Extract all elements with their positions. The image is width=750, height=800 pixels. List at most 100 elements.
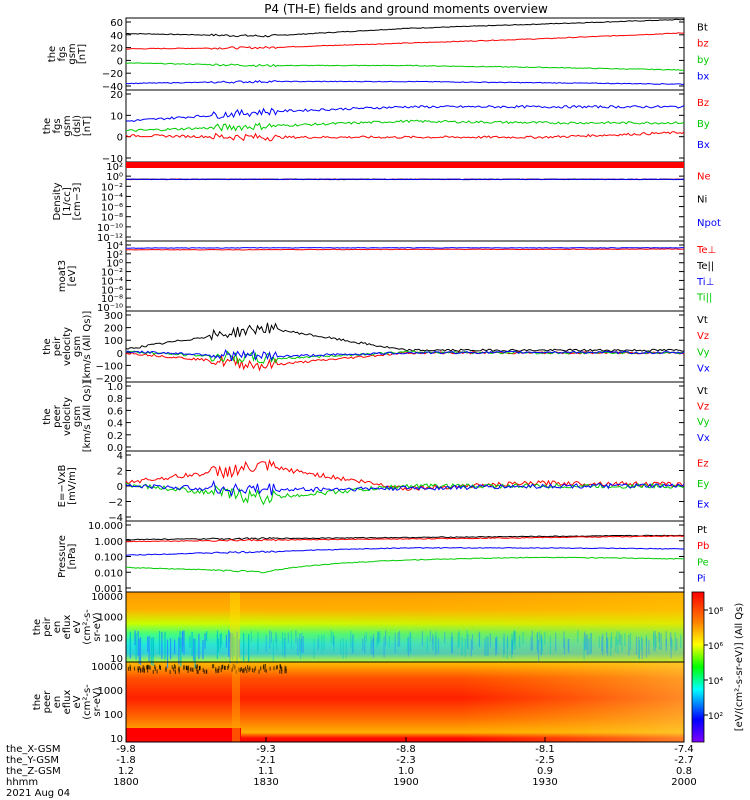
ylabel-efield: E=−VxB bbox=[57, 465, 68, 508]
xaxis-value: -7.4 bbox=[674, 744, 694, 755]
ytick-label: 10⁰ bbox=[106, 259, 123, 270]
ytick-label: 0.8 bbox=[107, 394, 123, 405]
plot-title: P4 (TH-E) fields and ground moments over… bbox=[264, 2, 548, 16]
legend-Te⊥: Te⊥ bbox=[696, 245, 716, 256]
legend-Vx: Vx bbox=[697, 364, 710, 375]
legend-Ne: Ne bbox=[697, 171, 711, 182]
legend-Vy: Vy bbox=[697, 417, 710, 428]
xaxis-value: -2.1 bbox=[256, 755, 276, 766]
ylabel-fgs-dsl: fgs bbox=[52, 118, 63, 133]
xaxis-value: 0.9 bbox=[537, 766, 553, 777]
ylabel-fgs-gsm: gsm bbox=[67, 43, 78, 64]
ylabel-peer-spec: (cm²-s- bbox=[82, 684, 93, 720]
trace-Npot bbox=[125, 178, 685, 181]
legend-Ni: Ni bbox=[697, 195, 707, 206]
legend-bx: bx bbox=[697, 71, 709, 82]
trace-Te⊥ bbox=[125, 248, 685, 251]
ylabel-temperature: [eV] bbox=[67, 266, 78, 287]
ytick-label: 10⁰ bbox=[106, 172, 123, 183]
panel-peer-velocity bbox=[125, 381, 685, 452]
ytick-label: 10⁻² bbox=[101, 182, 123, 193]
ytick-label: 1000 bbox=[98, 613, 123, 624]
ylabel-peir-velocity: gsm bbox=[72, 336, 83, 357]
ytick-label: 10000 bbox=[91, 592, 123, 603]
ytick-label: 100 bbox=[104, 710, 123, 721]
xaxis-value: 0.8 bbox=[676, 766, 692, 777]
ylabel-peir-velocity: the bbox=[42, 338, 53, 354]
ytick-label: 0 bbox=[117, 349, 123, 360]
ylabel-pressure: [nPa] bbox=[67, 543, 78, 569]
ytick-label: 10⁻⁸ bbox=[101, 213, 123, 224]
ytick-label: 10⁻¹⁰ bbox=[97, 223, 123, 234]
legend-Pt: Pt bbox=[697, 525, 707, 536]
xaxis-value: -8.8 bbox=[396, 744, 416, 755]
ytick-label: 40 bbox=[110, 31, 123, 42]
panel-density bbox=[125, 161, 685, 242]
ylabel-peer-velocity: [km/s (All Qs)] bbox=[82, 381, 93, 453]
ytick-label: 300 bbox=[104, 311, 123, 322]
peer-low-energy-band bbox=[126, 728, 241, 740]
trace-Pe bbox=[126, 556, 685, 574]
legend-Vx: Vx bbox=[697, 433, 710, 444]
ytick-label: 0.6 bbox=[107, 406, 123, 417]
trace-Bx bbox=[125, 105, 685, 123]
ytick-label: 1.0 bbox=[107, 382, 123, 393]
ytick-label: −10 bbox=[102, 154, 123, 165]
legend-Npot: Npot bbox=[697, 218, 721, 229]
legend-Pe: Pe bbox=[697, 557, 709, 568]
legend-Vz: Vz bbox=[697, 331, 709, 342]
xaxis-row-label: the_Z-GSM bbox=[6, 766, 61, 777]
trace-Vx bbox=[125, 348, 685, 362]
ytick-label: 1.000 bbox=[94, 537, 123, 548]
xaxis-value: -9.3 bbox=[256, 744, 276, 755]
xaxis-value: 2000 bbox=[671, 777, 696, 788]
ytick-label: 0.010 bbox=[94, 568, 123, 579]
legend-Pb: Pb bbox=[697, 541, 709, 552]
ylabel-peer-velocity: the bbox=[42, 408, 53, 424]
ylabel-peir-spec: sr-eV) bbox=[92, 612, 103, 641]
ytick-label: 2 bbox=[117, 467, 123, 478]
ytick-label: 10 bbox=[110, 734, 123, 745]
colorbar-tick: 10⁴ bbox=[708, 677, 723, 687]
xaxis-date: 2021 Aug 04 bbox=[6, 788, 70, 799]
ylabel-peer-velocity: velocity bbox=[62, 397, 73, 436]
xaxis-value: 1.2 bbox=[118, 766, 134, 777]
ytick-label: 0.100 bbox=[94, 553, 123, 564]
xaxis-value: 1.1 bbox=[258, 766, 274, 777]
ylabel-peir-spec: the bbox=[32, 619, 43, 635]
ylabel-fgs-dsl: gsm bbox=[62, 115, 73, 136]
legend-by: by bbox=[697, 55, 709, 66]
ylabel-fgs-gsm: the bbox=[47, 46, 58, 62]
legend-By: By bbox=[697, 119, 710, 130]
ylabel-efield: [mV/m] bbox=[67, 467, 78, 505]
legend-Vt: Vt bbox=[697, 386, 708, 397]
ytick-label: −20 bbox=[102, 69, 123, 80]
xaxis-value: -2.5 bbox=[535, 755, 555, 766]
ytick-label: 60 bbox=[110, 18, 123, 29]
ylabel-fgs-gsm: [nT] bbox=[77, 44, 88, 64]
legend-Vt: Vt bbox=[697, 315, 708, 326]
ylabel-peer-spec: eV bbox=[72, 695, 83, 708]
ytick-label: 10⁻¹⁰ bbox=[97, 303, 123, 314]
xaxis-value: 1830 bbox=[253, 777, 278, 788]
ytick-label: −2 bbox=[108, 498, 123, 509]
xaxis-row-label: the_X-GSM bbox=[6, 744, 60, 755]
xaxis-value: 1930 bbox=[532, 777, 557, 788]
panel-fgs-dsl bbox=[125, 89, 685, 163]
ytick-label: 10⁻² bbox=[101, 268, 123, 279]
ytick-label: 0.2 bbox=[107, 431, 123, 442]
ylabel-peir-spec: eV bbox=[72, 620, 83, 633]
panel-pressure bbox=[125, 520, 685, 593]
ytick-label: 10 bbox=[110, 111, 123, 122]
xaxis-value: -2.7 bbox=[674, 755, 694, 766]
trace-Pi bbox=[125, 546, 685, 556]
ytick-label: −100 bbox=[96, 361, 123, 372]
ytick-label: 10² bbox=[106, 250, 123, 261]
ytick-label: 10⁴ bbox=[106, 241, 123, 252]
ylabel-peer-spec: eflux bbox=[62, 690, 73, 715]
xaxis-value: -9.8 bbox=[116, 744, 136, 755]
trace-Pb bbox=[125, 535, 685, 543]
ylabel-peir-spec: (cm²-s- bbox=[82, 609, 93, 645]
legend-Pi: Pi bbox=[697, 574, 706, 585]
